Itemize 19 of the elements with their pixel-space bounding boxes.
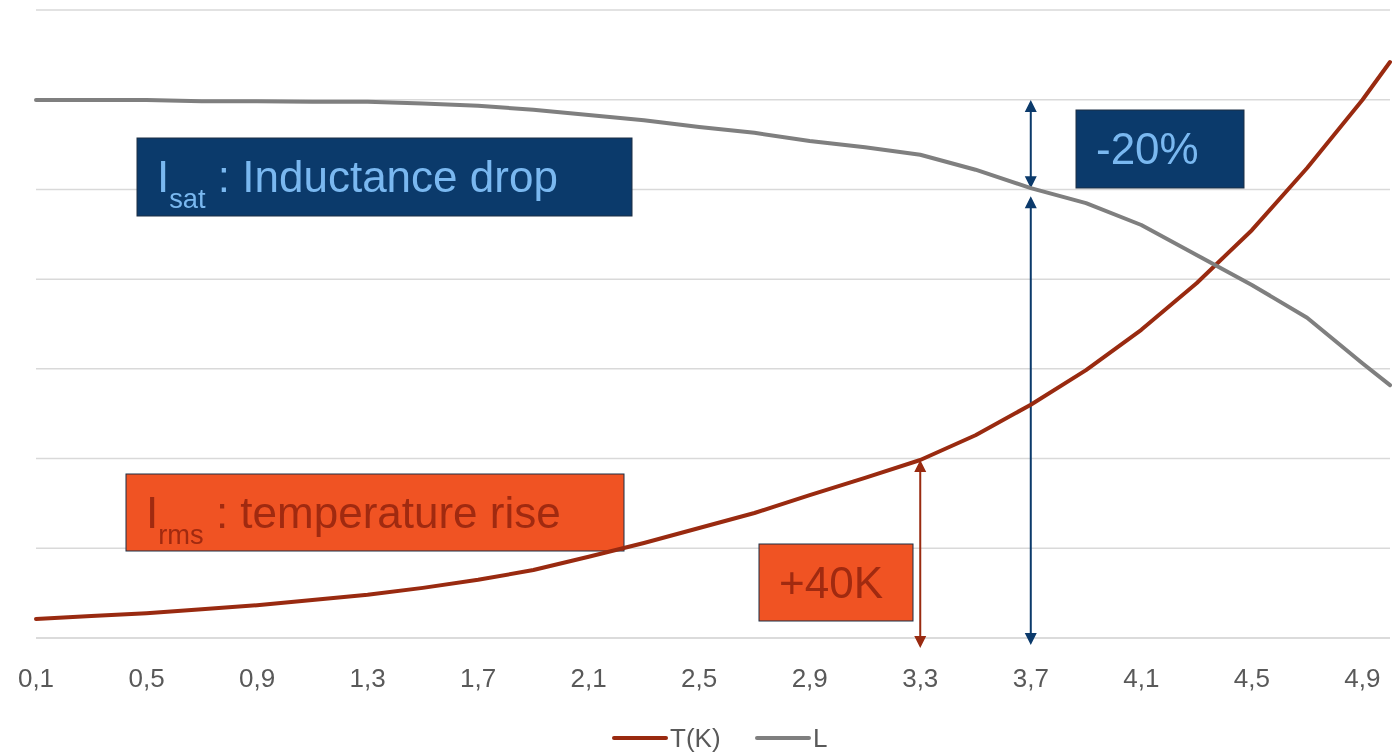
legend-label: L xyxy=(813,723,828,753)
x-tick-label: 2,9 xyxy=(791,663,828,693)
annotation: I$_{rms}$ : temperature rise xyxy=(146,487,561,549)
x-tick-label: 4,1 xyxy=(1123,663,1160,693)
annotation: -20% xyxy=(1096,124,1199,173)
x-tick-label: 1,3 xyxy=(349,663,386,693)
x-tick-label: 2,5 xyxy=(681,663,718,693)
legend-label: T(K) xyxy=(670,723,721,753)
x-tick-label: 2,1 xyxy=(570,663,607,693)
x-tick-label: 4,5 xyxy=(1233,663,1270,693)
annotation: I$_{sat}$ : Inductance drop xyxy=(157,152,558,214)
x-tick-label: 0,1 xyxy=(17,663,55,693)
x-tick-label: 1,7 xyxy=(460,663,497,693)
x-tick-label: 0,5 xyxy=(128,663,165,693)
annotation: +40K xyxy=(779,557,883,607)
x-tick-label: 3,7 xyxy=(1012,663,1049,693)
x-tick-label: 3,3 xyxy=(902,663,939,693)
x-tick-label: 0,9 xyxy=(238,663,276,693)
x-tick-label: 4,9 xyxy=(1344,663,1381,693)
